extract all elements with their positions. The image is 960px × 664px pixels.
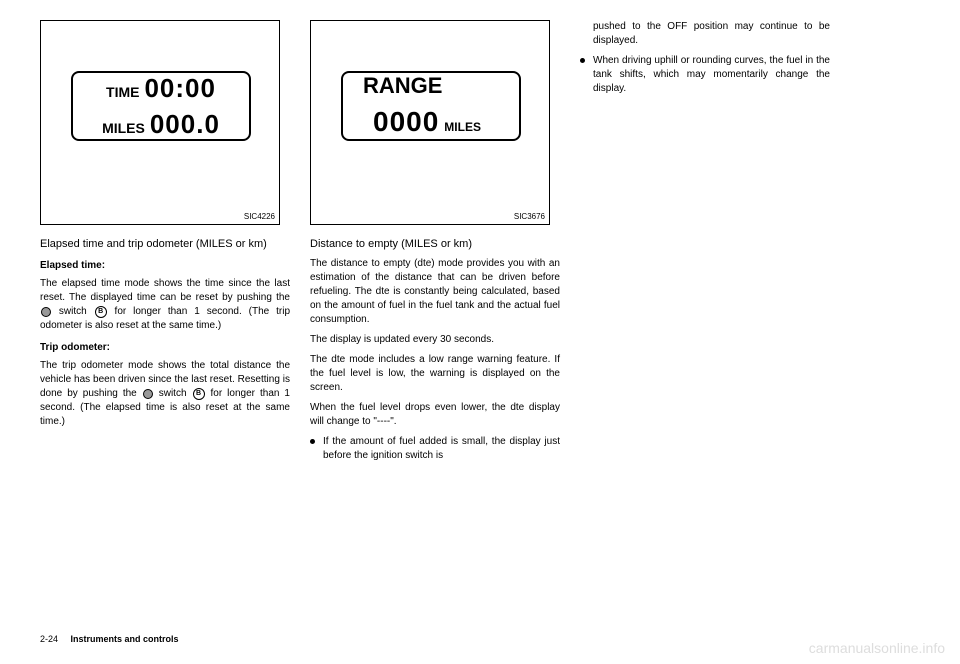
column-2: RANGE 0000 MILES SIC3676 Distance to emp…: [310, 20, 560, 469]
display-screen-1: TIME 00:00 MILES 000.0: [71, 71, 251, 141]
letter-b-icon: B: [193, 388, 205, 400]
page-content: TIME 00:00 MILES 000.0 SIC4226 Elapsed t…: [40, 20, 920, 469]
bullet-item-1: If the amount of fuel added is small, th…: [310, 435, 560, 463]
column-1: TIME 00:00 MILES 000.0 SIC4226 Elapsed t…: [40, 20, 290, 469]
para-trip: The trip odometer mode shows the total d…: [40, 359, 290, 429]
range-unit: MILES: [444, 119, 481, 136]
button-icon: [41, 307, 51, 317]
figure-caption-1: SIC4226: [244, 211, 275, 222]
figure-elapsed-time: TIME 00:00 MILES 000.0 SIC4226: [40, 20, 280, 225]
para-dte-4: When the fuel level drops even lower, th…: [310, 401, 560, 429]
display-screen-2: RANGE 0000 MILES: [341, 71, 521, 141]
time-label: TIME: [106, 83, 139, 103]
button-icon: [143, 389, 153, 399]
section-name: Instruments and controls: [71, 634, 179, 644]
page-footer: 2-24 Instruments and controls: [40, 634, 179, 644]
bullet-text-2: When driving uphill or rounding curves, …: [593, 54, 830, 96]
column-3: pushed to the OFF position may continue …: [580, 20, 830, 469]
bullet-item-2: When driving uphill or rounding curves, …: [580, 54, 830, 96]
figure-caption-2: SIC3676: [514, 211, 545, 222]
watermark: carmanualsonline.info: [809, 640, 945, 656]
bullet-text-1: If the amount of fuel added is small, th…: [323, 435, 560, 463]
time-value: 00:00: [144, 70, 216, 106]
figure-range: RANGE 0000 MILES SIC3676: [310, 20, 550, 225]
continuation-text: pushed to the OFF position may continue …: [593, 20, 830, 48]
para-elapsed: The elapsed time mode shows the time sin…: [40, 277, 290, 333]
text-fragment: The elapsed time mode shows the time sin…: [40, 278, 290, 303]
miles-label: MILES: [102, 119, 145, 139]
section-heading-1: Elapsed time and trip odometer (MILES or…: [40, 237, 290, 251]
miles-value: 000.0: [150, 106, 220, 142]
range-value: 0000: [373, 102, 439, 141]
para-dte-2: The display is updated every 30 seconds.: [310, 333, 560, 347]
text-fragment: switch: [154, 388, 192, 399]
section-heading-2: Distance to empty (MILES or km): [310, 237, 560, 251]
page-number: 2-24: [40, 634, 58, 644]
sub-heading-trip: Trip odometer:: [40, 341, 290, 355]
sub-heading-elapsed: Elapsed time:: [40, 259, 290, 273]
text-fragment: switch: [52, 306, 94, 317]
range-label: RANGE: [363, 71, 442, 102]
letter-b-icon: B: [95, 306, 107, 318]
para-dte-1: The distance to empty (dte) mode provide…: [310, 257, 560, 327]
bullet-icon: [310, 439, 315, 444]
bullet-icon: [580, 58, 585, 63]
para-dte-3: The dte mode includes a low range warnin…: [310, 353, 560, 395]
